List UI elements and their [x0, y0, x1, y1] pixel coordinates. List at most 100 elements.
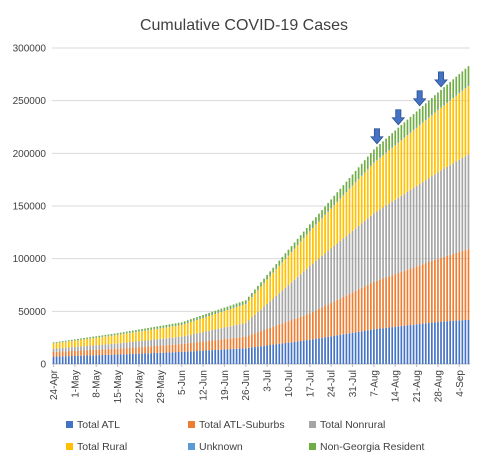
bar-segment: [324, 305, 326, 338]
bar-segment: [208, 340, 210, 351]
bar-segment: [305, 227, 308, 235]
bar-segment: [354, 181, 357, 183]
bar-segment: [281, 261, 284, 263]
bar-segment: [193, 342, 195, 352]
y-tick-label: 150000: [13, 202, 47, 213]
bar-segment: [177, 325, 180, 337]
bar-segment: [284, 258, 287, 288]
bar-segment: [64, 340, 67, 342]
bar-segment: [467, 319, 470, 364]
bar-segment: [180, 351, 183, 364]
bar-segment: [360, 223, 363, 288]
bar-segment: [235, 348, 238, 364]
bar-segment: [144, 340, 146, 347]
bar-segment: [464, 156, 467, 251]
bar-segment: [354, 332, 357, 364]
x-tick-label: 31-Jul: [348, 370, 359, 397]
bar-segment: [308, 339, 311, 364]
x-tick-label: 24-Jul: [327, 370, 338, 397]
bar-segment: [89, 355, 91, 364]
bar-segment: [144, 346, 146, 354]
bar-segment: [263, 282, 265, 284]
bar-segment: [92, 349, 95, 356]
bar-segment: [305, 340, 308, 364]
bar-segment: [363, 171, 366, 173]
bar-segment: [144, 353, 146, 364]
bar-segment: [287, 321, 290, 343]
bar-segment: [92, 336, 95, 338]
stacked-bars: [52, 66, 470, 364]
bar-segment: [440, 89, 442, 107]
bar-segment: [241, 323, 244, 337]
bar-segment: [315, 224, 317, 262]
bar-segment: [446, 84, 448, 103]
bar-segment: [330, 336, 333, 364]
bar-segment: [424, 103, 427, 120]
bar-segment: [67, 356, 70, 364]
bar-segment: [52, 343, 55, 349]
x-tick-label: 8-May: [92, 370, 103, 398]
bar-segment: [403, 137, 406, 194]
bar-segment: [232, 325, 235, 339]
bar-segment: [254, 293, 256, 294]
bar-segment: [461, 320, 464, 364]
bar-segment: [412, 187, 415, 268]
bar-segment: [61, 347, 64, 352]
down-arrow-icon: [412, 90, 427, 107]
bar-segment: [409, 132, 412, 190]
bar-segment: [196, 333, 198, 343]
legend-swatch: [309, 421, 316, 428]
x-tick-label: 4-Sep: [455, 370, 466, 397]
bar-segment: [122, 334, 125, 343]
bar-segment: [290, 251, 293, 253]
bar-segment: [208, 312, 210, 316]
bar-segment: [385, 205, 387, 278]
bar-segment: [299, 340, 302, 364]
bar-segment: [214, 329, 217, 341]
bar-segment: [135, 341, 137, 348]
bar-segment: [232, 338, 235, 349]
bar-segment: [226, 349, 229, 364]
bar-segment: [147, 340, 149, 347]
bar-segment: [467, 249, 470, 320]
bar-segment: [461, 71, 464, 90]
bar-segment: [165, 345, 168, 353]
bar-segment: [263, 345, 265, 364]
bar-segment: [312, 311, 314, 340]
bar-segment: [376, 159, 378, 161]
bar-segment: [443, 87, 445, 105]
bar-segment: [193, 334, 195, 343]
bar-segment: [324, 337, 326, 364]
bar-segment: [415, 127, 418, 186]
x-tick-label: 14-Aug: [391, 370, 402, 402]
bar-segment: [177, 352, 180, 364]
bar-segment: [269, 301, 271, 328]
bar-segment: [266, 345, 268, 364]
bar-segment: [330, 302, 333, 337]
bar-segment: [302, 315, 305, 341]
bar-segment: [333, 204, 336, 206]
bar-segment: [113, 354, 116, 364]
bar-segment: [397, 142, 400, 198]
bar-segment: [388, 203, 390, 277]
arrow-annotations: [370, 71, 448, 145]
bar-segment: [275, 269, 278, 296]
bar-segment: [345, 235, 348, 296]
bar-segment: [128, 347, 131, 355]
bar-segment: [321, 218, 323, 257]
bar-segment: [421, 121, 424, 123]
bar-segment: [452, 253, 455, 321]
bar-segment: [458, 252, 461, 321]
bar-segment: [174, 352, 177, 364]
bar-segment: [287, 285, 290, 322]
bar-segment: [351, 185, 354, 231]
bar-segment: [98, 335, 101, 338]
bar-segment: [461, 157, 464, 252]
bar-segment: [77, 350, 79, 356]
bar-segment: [318, 338, 320, 364]
bar-segment: [196, 342, 198, 352]
bar-segment: [64, 351, 67, 357]
bar-segment: [80, 346, 82, 351]
bar-segment: [238, 302, 241, 306]
bar-segment: [357, 179, 360, 226]
